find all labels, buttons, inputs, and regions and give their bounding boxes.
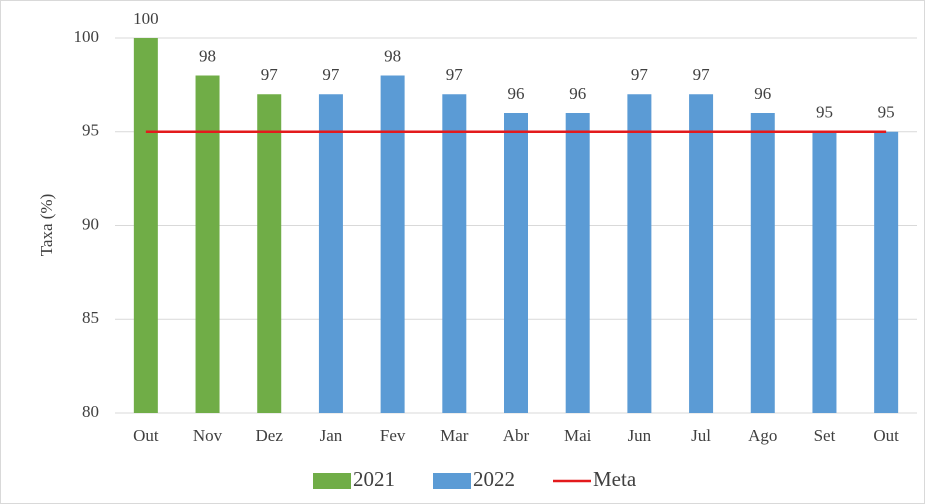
x-tick-label: Fev [380,426,406,445]
value-label: 97 [693,65,711,84]
y-tick-label: 80 [82,402,99,421]
value-label: 96 [754,84,771,103]
value-label: 97 [322,65,340,84]
bar [627,94,652,413]
value-label: 100 [133,9,159,28]
bar [133,38,158,413]
bar [750,113,775,413]
value-label: 95 [816,103,833,122]
bar [442,94,467,413]
y-tick-label: 90 [82,214,99,233]
x-tick-label: Dez [256,426,284,445]
legend-label: 2021 [353,467,395,491]
bar [380,75,405,413]
value-label: 98 [384,46,401,65]
bar [689,94,714,413]
bar [504,113,528,413]
x-tick-label: Ago [748,426,777,445]
x-tick-label: Nov [193,426,223,445]
legend-swatch [313,473,351,489]
bar [318,94,343,413]
x-tick-label: Jan [320,426,343,445]
x-tick-label: Mar [440,426,469,445]
y-tick-label: 85 [82,308,99,327]
x-tick-label: Set [814,426,836,445]
bar [874,131,899,413]
bar [565,113,590,413]
y-tick-label: 100 [74,27,100,46]
x-tick-label: Abr [503,426,530,445]
bar [195,75,220,413]
x-tick-label: Mai [564,426,592,445]
x-tick-label: Jun [628,426,652,445]
x-tick-label: Jul [691,426,711,445]
x-tick-label: Out [133,426,159,445]
legend-swatch [433,473,471,489]
bar [257,94,282,413]
value-label: 96 [508,84,525,103]
y-axis-label: Taxa (%) [37,194,56,257]
value-label: 97 [446,65,464,84]
x-tick-label: Out [873,426,899,445]
value-label: 97 [261,65,279,84]
legend-label: 2022 [473,467,515,491]
y-tick-label: 95 [82,121,99,140]
value-label: 98 [199,46,216,65]
value-label: 96 [569,84,586,103]
bar [812,131,837,413]
value-label: 95 [878,103,895,122]
value-label: 97 [631,65,649,84]
legend-label: Meta [593,467,637,491]
